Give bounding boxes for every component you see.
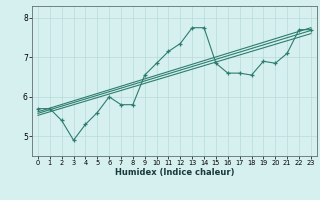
X-axis label: Humidex (Indice chaleur): Humidex (Indice chaleur) <box>115 168 234 177</box>
